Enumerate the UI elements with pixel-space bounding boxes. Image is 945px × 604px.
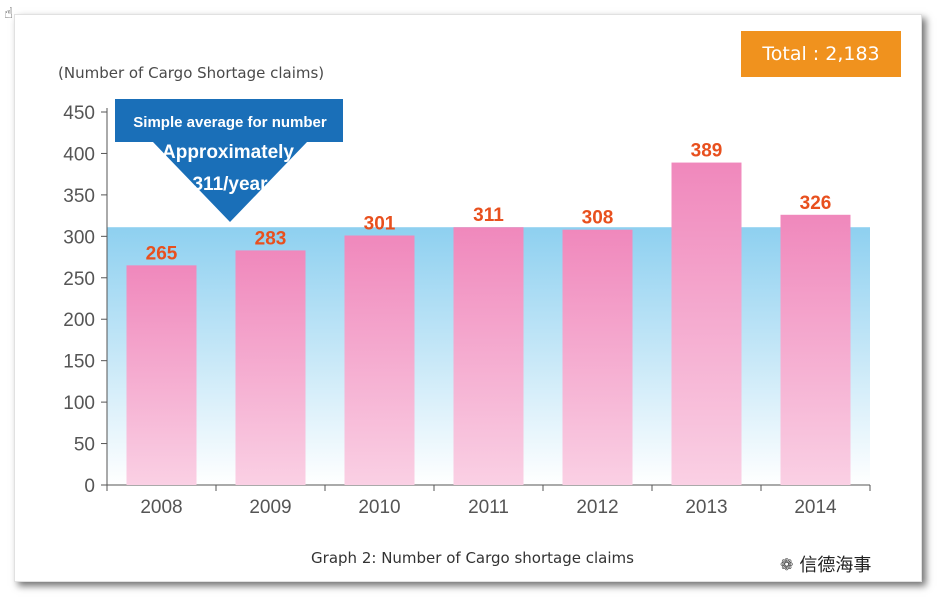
watermark: ❁ 信德海事 [780, 551, 871, 577]
y-tick-label-250: 250 [63, 269, 95, 290]
value-label-2010: 301 [364, 214, 396, 235]
y-tick-label-0: 0 [84, 476, 95, 497]
callout-line-1: Simple average for number [133, 114, 327, 131]
x-tick-label-2012: 2012 [576, 497, 618, 518]
bar-2014 [780, 214, 851, 485]
callout-line-3: 311/year [192, 174, 268, 195]
x-tick-label-2014: 2014 [794, 497, 837, 518]
y-tick-label-400: 400 [63, 144, 95, 165]
x-tick-label-2011: 2011 [468, 497, 509, 518]
watermark-text: 信德海事 [799, 555, 872, 576]
y-tick-label-300: 300 [63, 227, 95, 248]
value-label-2008: 265 [146, 243, 178, 264]
value-label-2011: 311 [473, 205, 504, 226]
bar-2011 [453, 227, 524, 485]
y-tick-label-50: 50 [74, 435, 95, 456]
bar-2009 [235, 250, 306, 485]
value-label-2012: 308 [582, 208, 614, 229]
y-tick-label-150: 150 [63, 352, 95, 373]
wechat-icon: ❁ [780, 554, 794, 574]
bar-2010 [344, 235, 415, 485]
bar-2012 [562, 229, 633, 485]
bar-2008 [126, 265, 197, 485]
x-tick-label-2010: 2010 [358, 497, 400, 518]
total-badge: Total : 2,183 [741, 31, 901, 77]
value-label-2009: 283 [255, 228, 287, 249]
x-tick-label-2008: 2008 [140, 497, 182, 518]
bar-2013 [671, 162, 742, 485]
x-tick-label-2009: 2009 [249, 497, 291, 518]
hand-cursor-icon: ☝ [4, 4, 14, 22]
y-axis-title: (Number of Cargo Shortage claims) [58, 64, 325, 82]
x-tick-label-2013: 2013 [685, 497, 727, 518]
value-label-2013: 389 [691, 141, 723, 162]
callout-line-2: Approximately [162, 142, 294, 163]
value-label-2014: 326 [800, 193, 832, 214]
y-tick-label-200: 200 [63, 310, 95, 331]
y-tick-label-100: 100 [63, 393, 95, 414]
chart-caption: Graph 2: Number of Cargo shortage claims [311, 549, 634, 567]
y-tick-label-350: 350 [63, 186, 95, 207]
y-tick-label-450: 450 [63, 103, 95, 124]
average-callout: Simple average for number Approximately … [115, 99, 343, 222]
